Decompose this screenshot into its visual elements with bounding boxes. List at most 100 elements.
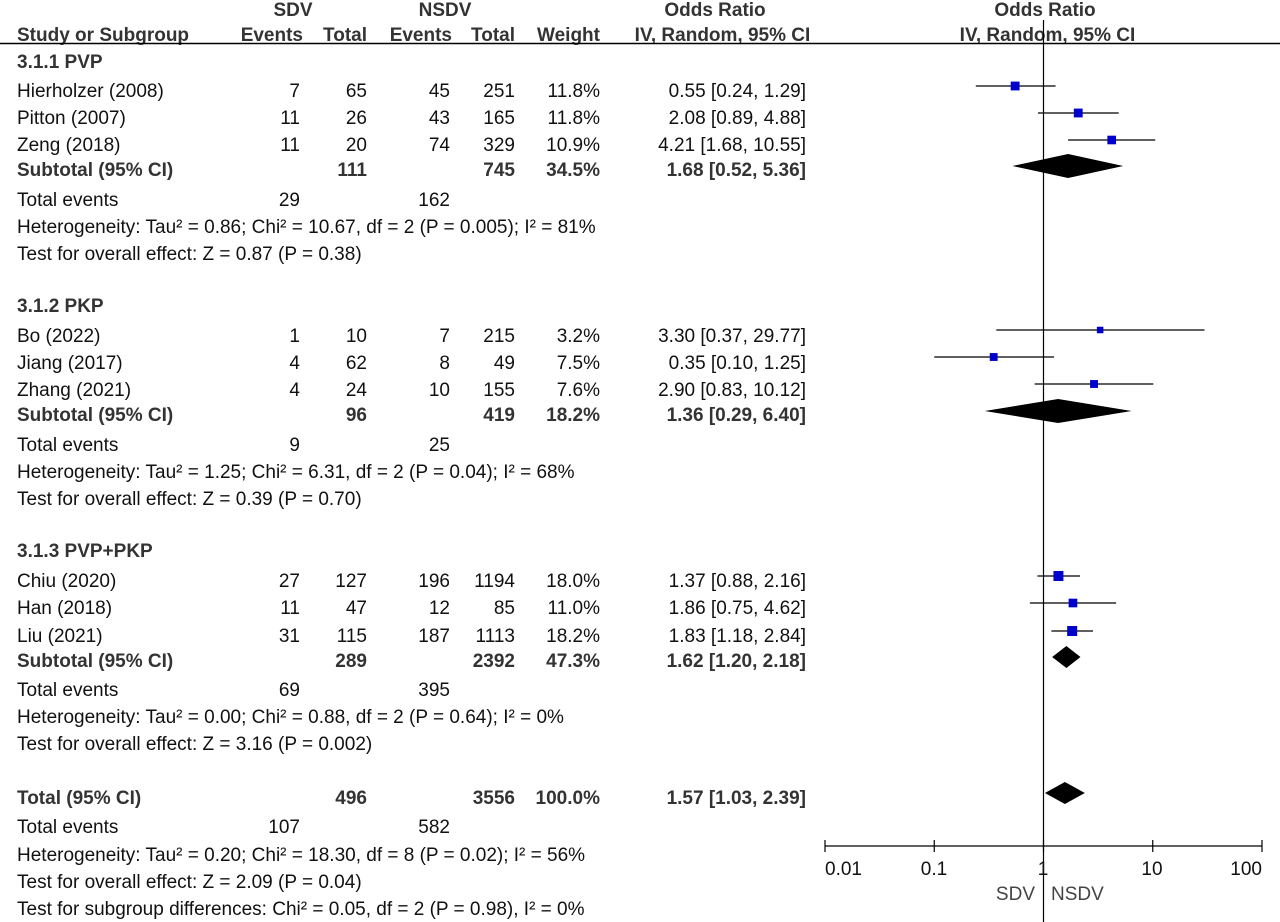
study-events1: 1	[289, 326, 300, 347]
study-events2: 187	[418, 626, 450, 647]
study-label: Han (2018)	[17, 598, 113, 619]
events2-cell: 25	[428, 435, 450, 456]
study-total2: 215	[483, 326, 515, 347]
subtotal-label: Subtotal (95% CI)	[17, 405, 174, 426]
statistics-text: Test for overall effect: Z = 0.87 (P = 0…	[17, 244, 362, 265]
subtotal-total2: 3556	[472, 788, 515, 809]
pooled-diamond	[1052, 646, 1081, 668]
favours-left-label: SDV	[995, 884, 1035, 905]
study-events2: 43	[428, 108, 450, 129]
subtotal-total2: 745	[483, 160, 515, 181]
subgroup-heading: 3.1.1 PVP	[17, 52, 103, 73]
study-total2: 329	[483, 135, 515, 156]
tick-label: 1	[1037, 859, 1049, 880]
study-total2: 165	[483, 108, 515, 129]
study-label: Bo (2022)	[17, 326, 101, 347]
subtotal-total1: 111	[337, 160, 367, 181]
study-total1: 24	[345, 380, 367, 401]
or-header: Odds Ratio	[664, 0, 766, 21]
study-events1: 11	[280, 598, 300, 619]
study-odds-ratio-ci: 4.21 [1.68, 10.55]	[658, 135, 806, 156]
pooled-diamond	[1012, 154, 1124, 178]
study-odds-ratio-ci: 3.30 [0.37, 29.77]	[658, 326, 806, 347]
events1-cell: 107	[268, 817, 300, 838]
events1-cell: 29	[278, 190, 300, 211]
study-total1: 65	[345, 81, 367, 102]
subtotal-weight: 34.5%	[546, 160, 600, 181]
study-weight: 18.2%	[546, 626, 600, 647]
study-weight: 7.5%	[556, 353, 600, 374]
study-weight: 3.2%	[556, 326, 600, 347]
plot-method-header: IV, Random, 95% CI	[959, 25, 1136, 46]
study-events1: 11	[280, 108, 300, 129]
pooled-diamond	[984, 399, 1132, 423]
study-point	[1090, 380, 1098, 388]
study-total1: 127	[335, 571, 367, 592]
study-point	[1107, 135, 1117, 145]
study-point	[1096, 326, 1104, 334]
study-total2: 1113	[475, 626, 515, 647]
study-events2: 12	[428, 598, 450, 619]
statistics-text: Test for overall effect: Z = 3.16 (P = 0…	[17, 734, 373, 755]
tick-label: 0.1	[920, 859, 948, 880]
statistics-text: Heterogeneity: Tau² = 0.20; Chi² = 18.30…	[17, 845, 586, 866]
study-weight: 11.8%	[547, 81, 600, 102]
subtotal-odds-ratio-ci: 1.36 [0.29, 6.40]	[666, 405, 806, 426]
group1-header: SDV	[273, 0, 313, 21]
subtotal-total1: 96	[345, 405, 367, 426]
study-events1: 31	[278, 626, 300, 647]
events1-column-header: Events	[240, 25, 303, 46]
total2-column-header: Total	[471, 25, 515, 46]
method-column-header: IV, Random, 95% CI	[634, 25, 811, 46]
study-events2: 74	[428, 135, 450, 156]
study-total2: 155	[483, 380, 515, 401]
study-odds-ratio-ci: 1.83 [1.18, 2.84]	[668, 626, 806, 647]
study-point	[1053, 571, 1064, 581]
study-point	[1010, 81, 1020, 91]
study-weight: 7.6%	[556, 380, 600, 401]
study-label: Jiang (2017)	[17, 353, 123, 374]
study-point	[1068, 598, 1078, 608]
study-total1: 20	[345, 135, 367, 156]
total-events-label: Total events	[17, 190, 119, 211]
study-point	[1067, 626, 1078, 636]
subtotal-odds-ratio-ci: 1.62 [1.20, 2.18]	[666, 651, 806, 672]
subtotal-label: Total (95% CI)	[17, 788, 142, 809]
study-weight: 18.0%	[546, 571, 600, 592]
events1-cell: 69	[278, 680, 300, 701]
study-label: Pitton (2007)	[17, 108, 126, 129]
study-odds-ratio-ci: 2.08 [0.89, 4.88]	[668, 108, 806, 129]
events2-cell: 162	[418, 190, 450, 211]
subgroup-heading: 3.1.2 PKP	[17, 296, 104, 317]
subtotal-total2: 419	[483, 405, 515, 426]
tick-label: 0.01	[825, 859, 862, 880]
statistics-text: Test for subgroup differences: Chi² = 0.…	[17, 899, 585, 920]
subtotal-odds-ratio-ci: 1.57 [1.03, 2.39]	[666, 788, 806, 809]
study-total1: 10	[345, 326, 367, 347]
subtotal-weight: 47.3%	[546, 651, 600, 672]
study-events2: 8	[439, 353, 450, 374]
statistics-text: Heterogeneity: Tau² = 0.00; Chi² = 0.88,…	[17, 707, 564, 728]
study-total1: 62	[345, 353, 367, 374]
study-events2: 196	[418, 571, 450, 592]
events2-cell: 582	[418, 817, 450, 838]
study-events2: 45	[428, 81, 450, 102]
subtotal-odds-ratio-ci: 1.68 [0.52, 5.36]	[666, 160, 806, 181]
study-weight: 10.9%	[546, 135, 600, 156]
study-point	[989, 353, 998, 361]
study-odds-ratio-ci: 2.90 [0.83, 10.12]	[658, 380, 806, 401]
subtotal-total2: 2392	[472, 651, 515, 672]
study-events1: 27	[278, 571, 300, 592]
study-total1: 115	[336, 626, 367, 647]
study-total1: 26	[345, 108, 367, 129]
total-events-label: Total events	[17, 680, 119, 701]
events2-cell: 395	[418, 680, 450, 701]
study-label: Hierholzer (2008)	[17, 81, 164, 102]
study-events1: 4	[289, 380, 300, 401]
study-total2: 1194	[474, 571, 515, 592]
statistics-text: Test for overall effect: Z = 2.09 (P = 0…	[17, 872, 362, 893]
subtotal-total1: 289	[335, 651, 367, 672]
subtotal-total1: 496	[335, 788, 367, 809]
